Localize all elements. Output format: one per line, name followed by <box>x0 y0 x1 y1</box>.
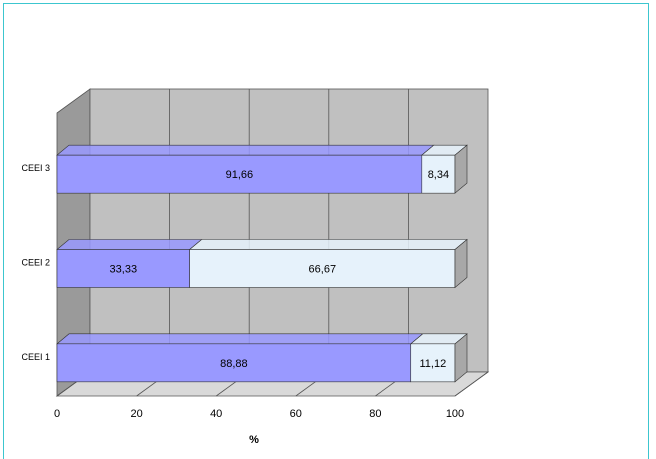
y-category-label: CEEI 3 <box>21 163 50 173</box>
x-tick-label: 20 <box>130 408 142 420</box>
x-axis-title: % <box>249 434 259 446</box>
bar-segment <box>56 239 203 288</box>
chart-frame <box>3 3 649 459</box>
x-tick-label: 80 <box>369 408 381 420</box>
x-tick-label: 60 <box>290 408 302 420</box>
y-category-label: CEEI 1 <box>21 352 50 362</box>
x-axis-ticks: 0 20 40 60 80 100 <box>54 408 464 420</box>
floor-gridline <box>454 371 489 397</box>
back-wall <box>89 88 489 373</box>
x-tick-label: 100 <box>446 408 464 420</box>
bar-segment <box>420 144 468 194</box>
chart-walls <box>55 88 490 397</box>
data-label: 88,88 <box>220 358 248 370</box>
data-label: 91,66 <box>226 169 254 181</box>
data-label: 11,12 <box>420 358 447 370</box>
chart-bars: 88,88 11,12 33,33 66,67 91,66 8,34 <box>56 144 468 383</box>
y-axis-categories: CEEI 1 CEEI 2 CEEI 3 <box>21 163 50 362</box>
data-label: 8,34 <box>428 169 449 181</box>
x-tick-label: 0 <box>54 408 60 420</box>
bar-segment <box>409 333 468 383</box>
bar-segment <box>188 238 468 289</box>
x-tick-label: 40 <box>210 408 222 420</box>
data-label: 33,33 <box>110 264 138 276</box>
data-label: 66,67 <box>309 264 337 276</box>
y-category-label: CEEI 2 <box>21 258 50 268</box>
